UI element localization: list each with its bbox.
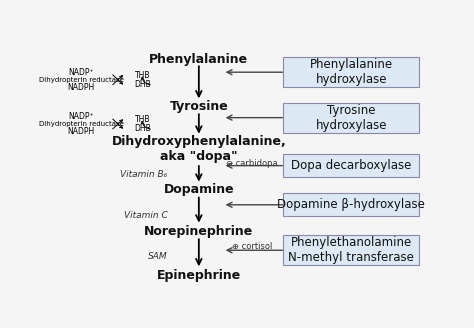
Text: NADP⁺: NADP⁺ bbox=[68, 68, 94, 77]
Text: Phenylalanine: Phenylalanine bbox=[149, 53, 248, 66]
Text: SAM: SAM bbox=[148, 252, 168, 261]
Text: Dihydroxyphenylalanine,
aka "dopa": Dihydroxyphenylalanine, aka "dopa" bbox=[111, 135, 286, 163]
Text: Vitamin C: Vitamin C bbox=[124, 211, 168, 220]
Text: Phenylalanine
hydroxylase: Phenylalanine hydroxylase bbox=[310, 58, 393, 86]
Text: Dihydropterin reductase: Dihydropterin reductase bbox=[39, 77, 124, 83]
Text: Epinephrine: Epinephrine bbox=[157, 269, 241, 282]
FancyBboxPatch shape bbox=[283, 194, 419, 216]
FancyBboxPatch shape bbox=[283, 235, 419, 265]
Text: DHB: DHB bbox=[135, 80, 151, 89]
FancyBboxPatch shape bbox=[283, 57, 419, 87]
Text: NADPH: NADPH bbox=[68, 83, 95, 92]
Text: DHB: DHB bbox=[135, 124, 151, 133]
Text: Phenylethanolamine
N-methyl transferase: Phenylethanolamine N-methyl transferase bbox=[288, 236, 414, 264]
Text: THB: THB bbox=[135, 71, 150, 80]
FancyBboxPatch shape bbox=[283, 102, 419, 133]
Text: Dihydropterin reductase: Dihydropterin reductase bbox=[39, 121, 124, 127]
Text: Tyrosine
hydroxylase: Tyrosine hydroxylase bbox=[316, 104, 387, 132]
Text: THB: THB bbox=[135, 115, 150, 124]
Text: NADPH: NADPH bbox=[68, 127, 95, 136]
Text: Vitamin B₆: Vitamin B₆ bbox=[120, 170, 168, 179]
Text: Tyrosine: Tyrosine bbox=[170, 100, 228, 113]
Text: ⊕ cortisol: ⊕ cortisol bbox=[232, 242, 272, 252]
Text: Norepinephrine: Norepinephrine bbox=[144, 225, 254, 238]
Text: Dopamine: Dopamine bbox=[164, 183, 234, 196]
Text: NADP⁺: NADP⁺ bbox=[68, 112, 94, 121]
Text: Dopa decarboxylase: Dopa decarboxylase bbox=[291, 159, 411, 172]
FancyBboxPatch shape bbox=[283, 154, 419, 177]
Text: ⊖ carbidopa: ⊖ carbidopa bbox=[226, 159, 278, 168]
Text: Dopamine β-hydroxylase: Dopamine β-hydroxylase bbox=[277, 198, 425, 211]
